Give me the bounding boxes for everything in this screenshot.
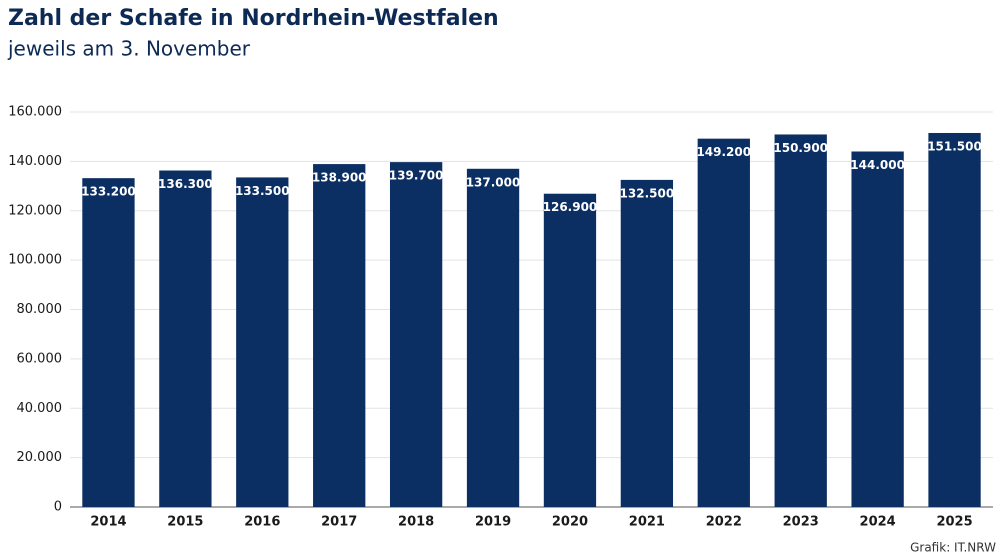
value-label: 136.300 — [158, 177, 213, 191]
value-label: 138.900 — [312, 171, 367, 185]
bar — [466, 168, 520, 507]
bar — [236, 177, 289, 507]
chart-title: Zahl der Schafe in Nordrhein-Westfalen — [8, 6, 499, 31]
y-tick-label: 80.000 — [17, 302, 63, 317]
x-tick-label: 2016 — [244, 515, 280, 530]
value-label: 150.900 — [773, 141, 828, 155]
bar — [543, 193, 597, 507]
value-label: 149.200 — [696, 145, 751, 159]
value-label: 126.900 — [543, 200, 598, 214]
x-tick-label: 2015 — [167, 515, 203, 530]
x-tick-label: 2020 — [552, 515, 588, 530]
y-tick-label: 20.000 — [17, 450, 63, 465]
y-tick-label: 0 — [54, 500, 62, 515]
x-tick-label: 2025 — [936, 515, 972, 530]
bar — [928, 132, 981, 507]
bar — [82, 178, 135, 507]
x-tick-label: 2014 — [90, 515, 126, 530]
x-tick-label: 2023 — [783, 515, 819, 530]
y-tick-label: 100.000 — [8, 253, 62, 268]
value-label: 132.500 — [620, 186, 675, 200]
value-label: 144.000 — [850, 158, 905, 172]
source: Grafik: IT.NRW — [910, 541, 996, 555]
bar — [697, 138, 750, 507]
value-label: 139.700 — [389, 169, 444, 183]
bar — [774, 134, 827, 507]
x-tick-label: 2017 — [321, 515, 357, 530]
y-tick-label: 40.000 — [17, 401, 63, 416]
value-label: 137.000 — [466, 175, 521, 189]
y-tick-label: 120.000 — [8, 203, 62, 218]
value-label: 133.200 — [81, 185, 136, 199]
y-tick-label: 140.000 — [8, 154, 62, 169]
value-label: 133.500 — [235, 184, 290, 198]
bar — [620, 179, 674, 507]
x-tick-label: 2021 — [629, 515, 665, 530]
bar — [389, 162, 443, 507]
x-tick-label: 2018 — [398, 515, 434, 530]
y-tick-label: 160.000 — [8, 105, 62, 120]
x-tick-label: 2019 — [475, 515, 511, 530]
bar — [313, 164, 366, 507]
value-label: 151.500 — [927, 139, 982, 153]
y-tick-label: 60.000 — [17, 351, 63, 366]
bar — [159, 170, 212, 507]
chart-subtitle: jeweils am 3. November — [7, 37, 251, 61]
bar — [851, 151, 904, 507]
x-tick-label: 2022 — [706, 515, 742, 530]
x-tick-label: 2024 — [860, 515, 896, 530]
